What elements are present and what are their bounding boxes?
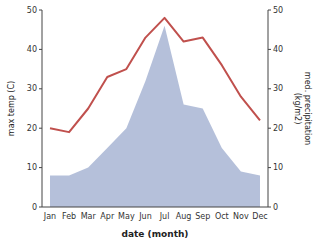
y2-axis-label-line: (kg/m2) — [293, 93, 302, 125]
y2-tick-label: 10 — [273, 163, 283, 172]
y2-tick-label: 0 — [273, 203, 278, 212]
chart: 0 10 20 30 40 50 0 10 20 30 40 50 Jan Feb MarAprMayJun… — [0, 0, 318, 247]
x-axis-line — [42, 207, 268, 208]
y2-axis-line — [268, 10, 269, 207]
x-tick-label: Apr — [100, 212, 115, 221]
x-tick-label: Aug — [176, 212, 192, 221]
y-tick-label: 0 — [32, 203, 37, 212]
y2-tick — [268, 167, 271, 168]
y-tick — [39, 128, 42, 129]
y2-tick-label: 40 — [273, 45, 283, 54]
y-axis-label: max temp (C) — [7, 81, 16, 136]
y-tick-label: 50 — [27, 6, 37, 15]
plot-area — [50, 18, 260, 207]
y2-tick-label: 30 — [273, 84, 283, 93]
y2-axis-label-line: med. precipitation — [303, 72, 312, 145]
x-tick-label: Mar — [81, 212, 97, 221]
x-tick-label: May — [118, 212, 135, 221]
x-tick-label: Jan — [43, 212, 56, 221]
x-tick-label: Dec — [252, 212, 267, 221]
x-tick-label: Sep — [195, 212, 210, 221]
y2-tick — [268, 128, 271, 129]
y-tick — [39, 207, 42, 208]
y-tick-label: 40 — [27, 45, 37, 54]
y2-tick — [268, 10, 271, 11]
temperature-line — [50, 18, 260, 132]
x-tick-label: Jun — [138, 212, 152, 221]
y-tick — [39, 88, 42, 89]
y-tick — [39, 10, 42, 11]
x-tick-label: Oct — [215, 212, 229, 221]
y-tick-label: 20 — [27, 124, 37, 133]
y-tick-label: 30 — [27, 84, 37, 93]
x-tick-label: Feb — [62, 212, 76, 221]
y-tick — [39, 49, 42, 50]
x-tick-label: Jul — [159, 212, 170, 221]
y2-tick — [268, 88, 271, 89]
x-axis-label: date (month) — [122, 229, 189, 239]
chart-container: 0 10 20 30 40 50 0 10 20 30 40 50 Jan Feb MarAprMayJun… — [0, 0, 318, 247]
y-tick — [39, 167, 42, 168]
y-axis-line — [42, 10, 43, 207]
y2-axis-label: med. precipitation(kg/m2) — [293, 72, 312, 145]
y2-tick-label: 50 — [273, 6, 283, 15]
y2-tick — [268, 207, 271, 208]
x-tick-label: Nov — [233, 212, 249, 221]
y2-tick-label: 20 — [273, 124, 283, 133]
y2-tick — [268, 49, 271, 50]
y-tick-label: 10 — [27, 163, 37, 172]
